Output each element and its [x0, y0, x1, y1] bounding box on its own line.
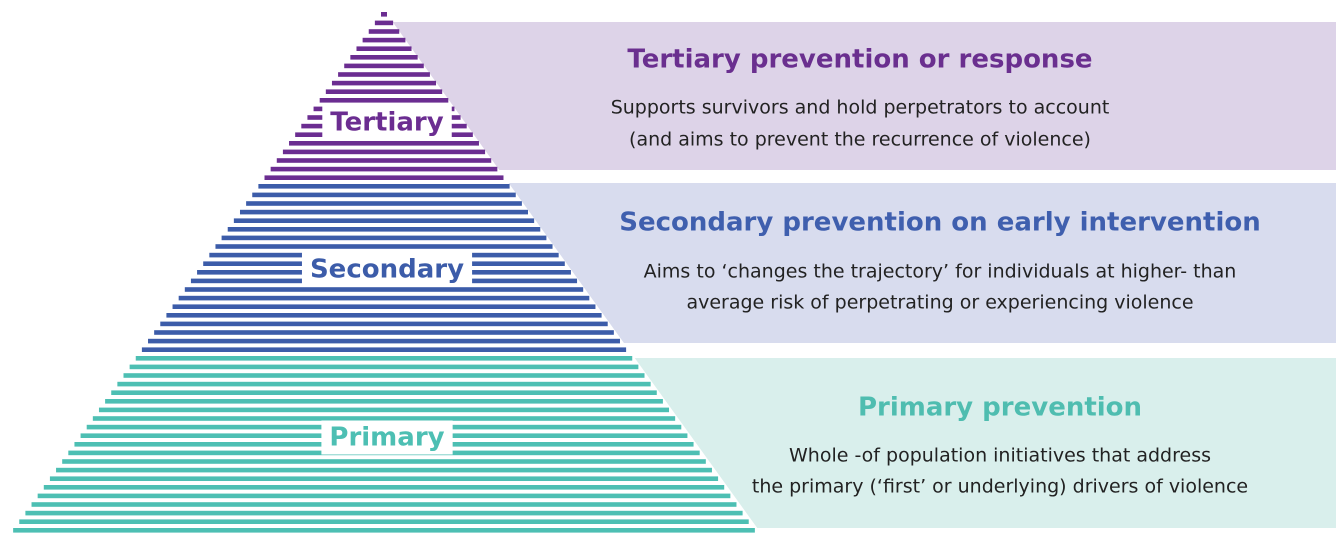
pyramid-stripe: [25, 510, 743, 516]
pyramid-stripe: [98, 407, 670, 413]
pyramid-stripe: [56, 467, 712, 473]
level-label-box: [301, 252, 473, 287]
level-label-box: [321, 420, 453, 455]
pyramid-stripe: [350, 55, 418, 60]
level-description: average risk of perpetrating or experien…: [686, 292, 1193, 314]
pyramid-stripe: [252, 192, 516, 198]
pyramid-stripe: [246, 201, 522, 206]
pyramid-stripe: [166, 313, 602, 318]
pyramid-stripe: [43, 485, 725, 490]
pyramid-stripe: [215, 244, 553, 249]
pyramid-stripe: [49, 476, 719, 481]
pyramid-stripe: [184, 287, 584, 292]
level-title: Primary prevention: [858, 393, 1142, 423]
pyramid-stripe: [31, 502, 737, 507]
level-description: the primary (‘first’ or underlying) driv…: [752, 476, 1248, 498]
pyramid-stripe: [319, 98, 449, 103]
pyramid-stripe: [344, 63, 424, 69]
pyramid-stripe: [160, 321, 608, 327]
pyramid-stripe: [258, 184, 510, 189]
pyramid-stripe: [154, 330, 614, 335]
pyramid-stripe: [239, 209, 529, 215]
pyramid-stripe: [221, 235, 547, 241]
level-description: Whole -of population initiatives that ad…: [789, 445, 1211, 467]
pyramid-stripe: [227, 227, 541, 232]
level-title: Secondary prevention on early interventi…: [619, 208, 1261, 238]
pyramid-stripe: [264, 175, 504, 180]
pyramid-stripe: [374, 20, 394, 26]
pyramid-stripe: [233, 218, 535, 223]
pyramid-stripe: [178, 295, 590, 301]
pyramid-stripe: [381, 12, 387, 17]
pyramid-stripe: [270, 166, 498, 172]
pyramid-stripe: [289, 141, 479, 146]
level-label-box: [322, 105, 452, 140]
pyramid-stripe: [172, 304, 596, 309]
level-description: Aims to ‘changes the trajectory’ for ind…: [644, 261, 1237, 283]
pyramid-stripe: [141, 347, 627, 352]
level-panel: [390, 22, 1336, 170]
level-label: Primary: [329, 423, 444, 453]
level-description: (and aims to prevent the recurrence of v…: [629, 129, 1091, 151]
level-title: Tertiary prevention or response: [627, 45, 1092, 75]
pyramid-stripe: [325, 89, 443, 94]
level-label: Tertiary: [330, 108, 443, 138]
pyramid-stripe: [37, 493, 731, 499]
level-label: Secondary: [310, 255, 464, 285]
pyramid-stripe: [135, 356, 633, 361]
pyramid-stripe: [111, 390, 657, 395]
pyramid-stripe: [105, 399, 663, 404]
pyramid-stripe: [148, 338, 620, 344]
pyramid-stripe: [123, 373, 645, 378]
pyramid-stripe: [276, 158, 492, 163]
pyramid-stripe: [129, 364, 639, 370]
pyramid-stripe: [282, 149, 486, 155]
level-description: Supports survivors and hold perpetrators…: [611, 97, 1110, 119]
pyramid-stripe: [62, 459, 706, 464]
pyramid-stripe: [338, 72, 430, 77]
pyramid-stripe: [368, 29, 400, 34]
pyramid-stripe: [13, 528, 755, 533]
pyramid-stripe: [117, 381, 651, 387]
pyramid-stripe: [356, 46, 412, 51]
pyramid-stripe: [19, 519, 749, 524]
pyramid-stripe: [331, 80, 437, 86]
pyramid-stripe: [362, 37, 406, 43]
pyramid-stripe: [92, 416, 676, 421]
